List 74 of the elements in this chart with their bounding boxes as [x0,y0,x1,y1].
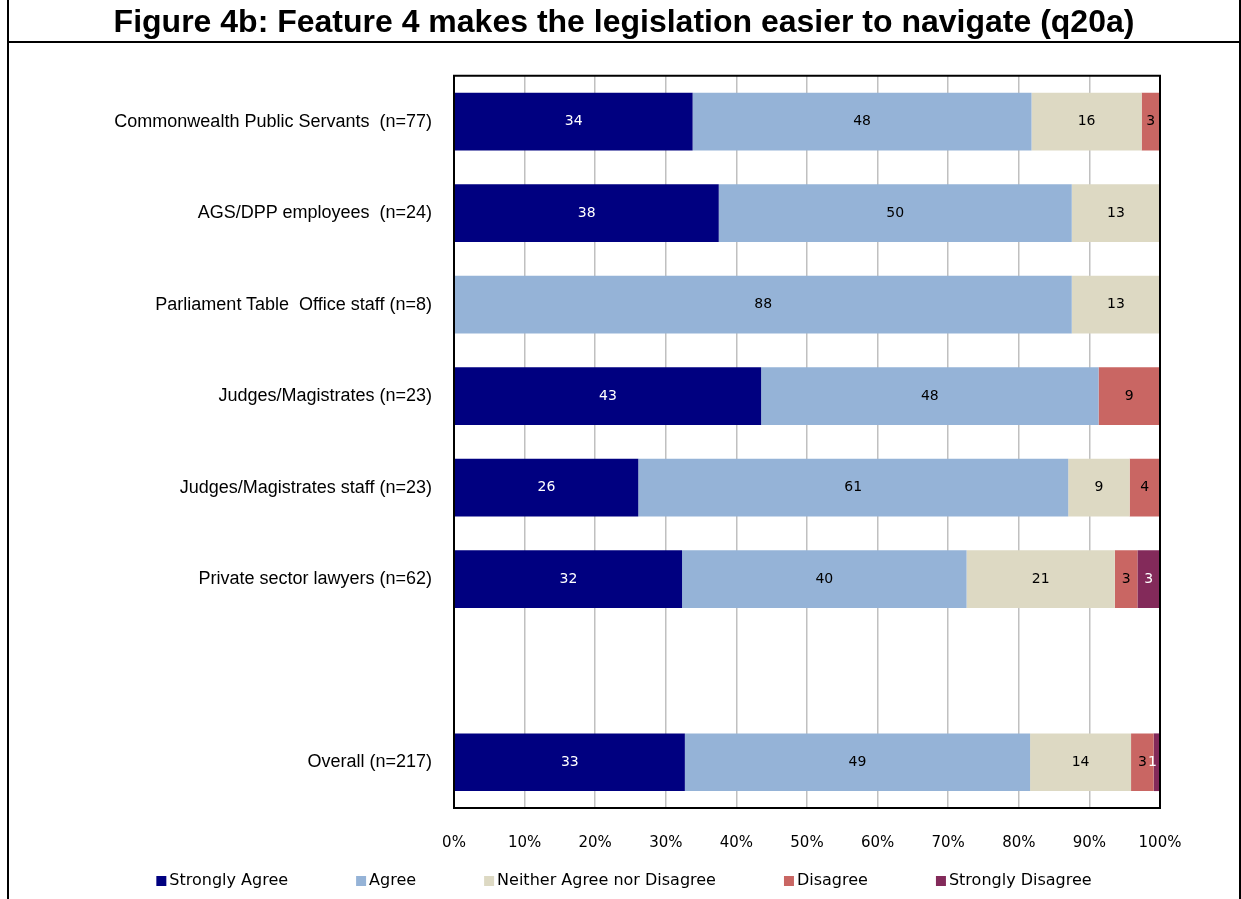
y-tick-label: Commonwealth Public Servants (n=77) [114,110,432,131]
bar [966,550,1115,609]
bar [1131,733,1154,792]
bar [454,92,693,151]
x-tick-label: 50% [790,832,824,851]
bar [1071,275,1160,334]
data-label: 49 [848,752,867,769]
data-label: 88 [754,295,773,312]
x-tick-label: 0% [442,832,466,851]
data-label: 4 [1140,478,1150,495]
chart-title: Figure 4b: Feature 4 makes the legislation easier to navigate (q20a) [7,0,1241,43]
data-label: 34 [564,112,583,129]
bar [1030,733,1132,792]
x-tick-label: 20% [578,832,612,851]
x-tick-label: 70% [931,832,965,851]
data-label: 21 [1031,569,1050,586]
data-label: 48 [920,386,939,403]
data-label: 33 [560,752,579,769]
data-label: 50 [886,203,905,220]
x-tick-label: 90% [1072,832,1107,851]
bar [638,458,1069,517]
legend-label: Strongly Disagree [948,870,1092,890]
y-tick-label: Private sector lawyers (n=62) [198,568,432,589]
data-label: 9 [1124,386,1134,403]
bar [454,367,762,425]
data-label: 13 [1106,203,1125,220]
data-label: 9 [1094,478,1104,495]
bar [454,733,685,792]
bar [454,550,683,609]
legend-label: Neither Agree nor Disagree [497,870,716,890]
bar [1137,550,1160,609]
data-label: 16 [1077,112,1096,129]
data-label: 3 [1144,569,1154,586]
x-tick-label: 10% [507,832,542,851]
x-tick-label: 60% [860,832,895,851]
bar [692,92,1032,151]
bar [1114,550,1138,609]
data-label: 14 [1071,752,1090,769]
x-tick-label: 100% [1138,832,1182,851]
bar [761,367,1099,425]
bar [454,458,639,517]
data-label: 3 [1137,752,1147,769]
legend-label: Agree [369,870,417,890]
data-label: 3 [1121,569,1131,586]
data-label: 61 [844,478,863,495]
x-tick-label: 40% [719,832,754,851]
legend-label: Disagree [796,870,868,890]
data-label: 26 [537,478,556,495]
y-tick-label: Judges/Magistrates staff (n=23) [179,476,432,497]
legend-label: Strongly Agree [169,870,289,890]
x-tick-label: 30% [649,832,683,851]
data-label: 43 [599,386,617,403]
data-label: 1 [1148,752,1158,769]
bar [1031,92,1142,151]
bar [684,733,1031,792]
bar [1068,458,1130,517]
data-label: 48 [853,112,871,129]
bar [454,275,1072,334]
data-label: 32 [559,569,578,586]
data-label: 38 [577,203,596,220]
y-tick-label: Judges/Magistrates (n=23) [218,385,432,406]
bar [682,550,967,609]
y-tick-label: Parliament Table Office staff (n=8) [155,293,432,314]
data-label: 3 [1146,112,1156,129]
y-tick-label: AGS/DPP employees (n=24) [197,202,432,223]
bar [454,184,719,242]
bar [1129,458,1160,517]
y-tick-label: Overall (n=217) [307,751,432,772]
bar [718,184,1072,242]
bar [1098,367,1160,425]
bar [1071,184,1160,242]
data-label: 40 [815,569,834,586]
data-label: 13 [1106,295,1125,312]
x-tick-label: 80% [1002,832,1036,851]
